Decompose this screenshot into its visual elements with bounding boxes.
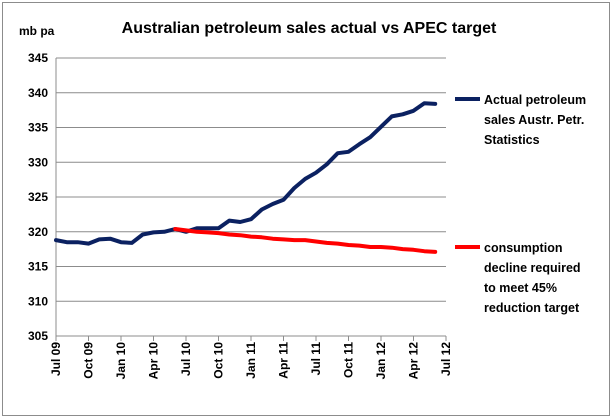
y-axis-label: mb pa <box>19 24 55 38</box>
legend-label: consumption decline required to meet 45% re… <box>484 241 581 315</box>
y-tick-label: 315 <box>28 260 48 274</box>
series-line <box>173 227 438 254</box>
x-tick-label: Jan 12 <box>374 342 388 380</box>
y-tick-labels: 305 310 315 320 325 330 335 340 345 <box>28 51 48 343</box>
x-tick-label: Jul 11 <box>309 342 323 376</box>
gridlines <box>56 57 446 337</box>
y-tick-label: 325 <box>28 190 48 204</box>
line-chart: Australian petroleum sales actual vs APE… <box>19 20 586 380</box>
y-tick-label: 305 <box>28 329 48 343</box>
legend: Actual petroleum sales Austr. Petr. Statis… <box>455 93 586 315</box>
legend-label: Actual petroleum sales Austr. Petr. Statis… <box>484 93 586 147</box>
chart-title: Australian petroleum sales actual vs APE… <box>122 20 497 37</box>
series-lines <box>54 101 438 254</box>
y-tick-label: 330 <box>28 155 48 169</box>
x-tick-label: Oct 11 <box>342 342 356 378</box>
series-line <box>54 101 438 246</box>
x-tick-labels: Jul 09 Oct 09 Jan 10 Apr 10 Jul 10 Oct 10 Jan … <box>49 342 453 380</box>
y-tick-label: 310 <box>28 294 48 308</box>
x-tick-label: Apr 10 <box>147 342 161 380</box>
y-tick-label: 335 <box>28 121 48 135</box>
x-tick-label: Jul 09 <box>49 342 63 376</box>
chart-frame: Australian petroleum sales actual vs APE… <box>2 2 610 416</box>
x-tick-label: Jul 10 <box>179 342 193 376</box>
x-tick-label: Jul 12 <box>439 342 453 376</box>
y-tick-label: 340 <box>28 86 48 100</box>
x-tick-label: Oct 09 <box>82 342 96 379</box>
x-tick-label: Jan 10 <box>114 342 128 380</box>
x-tick-label: Apr 11 <box>277 342 291 379</box>
x-tick-label: Apr 12 <box>407 342 421 380</box>
y-tick-label: 345 <box>28 51 48 65</box>
x-tick-label: Jan 11 <box>244 342 258 379</box>
axes <box>55 58 447 341</box>
x-tick-label: Oct 10 <box>212 342 226 379</box>
y-tick-label: 320 <box>28 225 48 239</box>
